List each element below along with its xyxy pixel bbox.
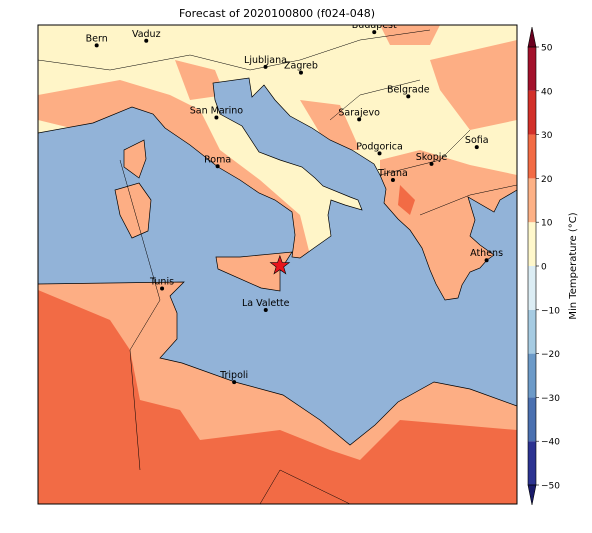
colorbar-bin [528, 178, 536, 223]
city-label: Sarajevo [338, 107, 380, 118]
colorbar-bin [528, 353, 536, 398]
city-label: Bern [86, 33, 108, 44]
city-dot [94, 43, 99, 48]
colorbar-bin [528, 309, 536, 354]
colorbar-tick-label: −40 [541, 438, 560, 448]
city-label: Vaduz [132, 29, 161, 40]
city-label: Ljubljana [244, 55, 287, 66]
city-dot [298, 70, 303, 75]
colorbar-tick-label: −10 [541, 306, 560, 316]
city-dot [484, 258, 489, 263]
colorbar-tick-label: 10 [541, 219, 553, 229]
city-label: Skopje [416, 152, 448, 163]
city-dot [474, 145, 479, 150]
city-label: Zagreb [284, 61, 318, 72]
city-label: Podgorica [356, 141, 403, 152]
city-dot [232, 380, 237, 385]
colorbar-extend-under [527, 484, 537, 506]
colorbar-tick-label: 50 [541, 44, 553, 54]
star-marker [269, 254, 291, 275]
city-dot [160, 286, 165, 291]
title: Forecast of 2020100800 (f024-048) [179, 7, 375, 20]
colorbar-tick-label: 0 [541, 263, 547, 273]
city-label: Roma [204, 154, 231, 165]
coastline [38, 77, 517, 446]
map-frame [37, 24, 518, 505]
city-label: Budapest [352, 20, 397, 31]
colorbar-tick-label: −20 [541, 350, 560, 360]
colorbar-extend-over [527, 26, 537, 48]
city-dot [263, 308, 268, 313]
city-label: La Valette [242, 298, 290, 309]
colorbar-bin [528, 47, 536, 91]
colorbar-bin [528, 441, 536, 485]
city-dot [406, 94, 411, 99]
city-label: San Marino [190, 105, 243, 116]
city-dot [215, 164, 220, 169]
colorbar-bin [528, 134, 536, 179]
city-label: Athens [470, 248, 503, 259]
borders [38, 29, 517, 504]
city-dot [214, 115, 219, 120]
colorbar-tick-label: −50 [541, 482, 560, 492]
colorbar-bin [528, 397, 536, 442]
colorbar-label: Min Temperature (°C) [568, 212, 579, 319]
city-dot [429, 161, 434, 166]
city-dot [390, 177, 395, 182]
colorbar-tick-label: 30 [541, 131, 553, 141]
city-label: Belgrade [387, 84, 430, 95]
colorbar-bin [528, 266, 536, 310]
colorbar: −50 −40 −30 −20 −10 0 10 20 30 40 50 [527, 26, 560, 506]
colorbar-tick-label: 40 [541, 87, 553, 97]
colorbar-tick-label: −30 [541, 394, 560, 404]
city-label: Tripoli [219, 370, 248, 381]
city-dot [263, 64, 268, 69]
city-label: Sofia [465, 135, 489, 146]
colorbar-tick-label: 20 [541, 175, 553, 185]
city-label: Tunis [149, 276, 174, 287]
city-dot [372, 30, 377, 35]
colorbar-bin [528, 90, 536, 135]
city-dot [144, 38, 149, 43]
city-label: Tirana [377, 168, 408, 179]
city-dot [377, 151, 382, 156]
colorbar-bin [528, 222, 536, 266]
city-dot [357, 117, 362, 122]
